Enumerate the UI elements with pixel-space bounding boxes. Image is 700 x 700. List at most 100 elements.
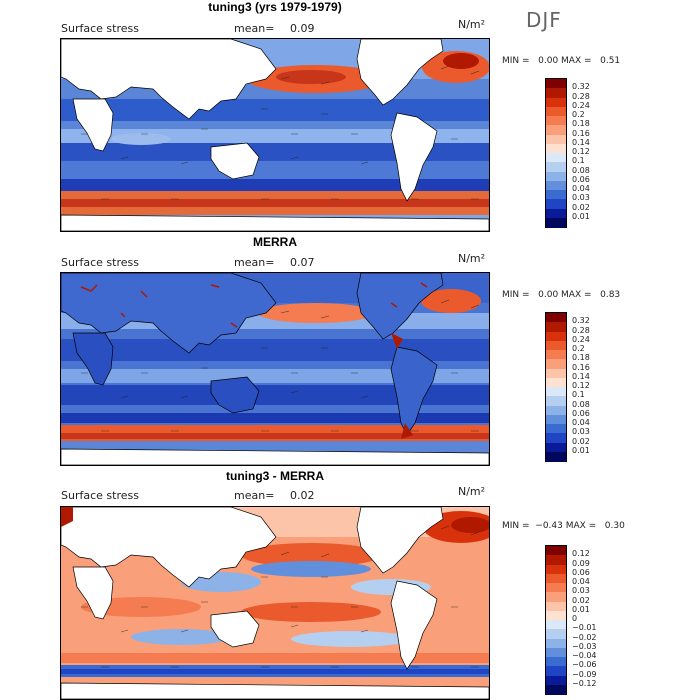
panel-3-field-label: Surface stress [61,489,139,502]
colorbar-tick-label: 0.01 [572,604,590,614]
colorbar-tick-label: 0.01 [572,445,590,455]
colorbar-swatch [546,153,566,163]
colorbar-swatch [546,208,566,219]
colorbar-tick-label: −0.04 [572,651,597,660]
panel-1-title: tuning3 (yrs 1979-1979) [208,0,342,14]
colorbar-tick-label: 0.03 [572,586,590,596]
panel-3-colorbar [545,545,567,695]
colorbar-swatch [546,629,566,639]
colorbar-tick-label: −0.06 [572,660,597,670]
colorbar-swatch [546,180,566,191]
colorbar-tick-label: 0.14 [572,371,590,381]
panel-1-colorbar [545,78,567,228]
colorbar-tick-label: 0.16 [572,128,590,138]
colorbar-tick-label: 0.04 [572,184,590,193]
panel-2-units: N/m² [458,252,486,265]
colorbar-tick-label: 0.01 [572,211,590,221]
panel-3-colorbar-labels: 0.12 0.09 0.06 0.04 0.03 0.02 0.01 0 −0.01 −0.02−… [572,545,612,695]
colorbar-swatch [546,125,566,135]
colorbar-tick-label: 0.32 [572,82,590,92]
colorbar-swatch [546,134,566,145]
colorbar-swatch [546,106,566,117]
panel-3-minmax: MIN = −0.43 MAX = 0.30 [502,521,625,531]
colorbar-tick-label: 0.08 [572,165,590,175]
panel-1-map [60,38,490,232]
colorbar-swatch [546,313,566,323]
colorbar-tick-label: 0.12 [572,381,590,390]
colorbar-tick-label: 0.18 [572,119,590,129]
colorbar-tick-label: 0.18 [572,353,590,363]
colorbar-swatch [546,162,566,172]
panel-2-map-svg [61,273,489,465]
colorbar-swatch [546,573,566,584]
panel-2-colorbar-labels: 0.32 0.28 0.24 0.2 0.18 0.16 0.14 0.12 0.1 0.08 0.… [572,312,612,462]
colorbar-swatch [546,387,566,397]
colorbar-swatch [546,199,566,209]
panel-2-field-label: Surface stress [61,256,139,269]
colorbar-tick-label: 0.04 [572,577,590,586]
colorbar-swatch [546,405,566,416]
panel-2-minmax: MIN = 0.00 MAX = 0.83 [502,290,621,300]
colorbar-swatch [546,442,566,453]
panel-1-units: N/m² [458,18,486,31]
colorbar-tick-label: 0.09 [572,558,590,568]
colorbar-tick-label: 0.1 [572,390,585,400]
panel-3-map-svg [61,507,489,699]
panel-3-map [60,506,490,700]
colorbar-swatch [546,620,566,630]
colorbar-swatch [546,190,566,200]
colorbar-swatch [546,424,566,434]
colorbar-tick-label: 0.24 [572,334,590,344]
colorbar-swatch [546,368,566,379]
colorbar-swatch [546,610,566,621]
colorbar-swatch [546,116,566,126]
colorbar-swatch [546,88,566,98]
panel-3-mean-value: 0.02 [290,489,315,502]
panel-1-mean-label: mean= [234,22,275,35]
colorbar-swatch [546,657,566,667]
panel-3-title: tuning3 - MERRA [226,469,324,483]
colorbar-tick-label: 0.2 [572,110,585,119]
panel-2-mean-label: mean= [234,256,275,269]
colorbar-tick-label: 0.28 [572,325,590,335]
colorbar-swatch [546,396,566,406]
colorbar-tick-label: 0.02 [572,202,590,212]
panel-1-mean-value: 0.09 [290,22,315,35]
colorbar-swatch [546,564,566,575]
colorbar-swatch [546,675,566,686]
panel-3-units: N/m² [458,485,486,498]
colorbar-swatch [546,601,566,612]
colorbar-swatch [546,79,566,89]
colorbar-swatch [546,647,566,658]
colorbar-tick-label: −0.01 [572,623,597,633]
panel-1-colorbar-labels: 0.32 0.28 0.24 0.2 0.18 0.16 0.14 0.12 0.1 0.08 0.… [572,78,612,228]
panel-2-colorbar [545,312,567,462]
colorbar-swatch [546,331,566,342]
colorbar-tick-label: 0.06 [572,567,590,577]
colorbar-swatch [546,359,566,369]
colorbar-swatch [546,546,566,556]
colorbar-tick-label: 0.03 [572,427,590,437]
colorbar-tick-label: 0 [572,614,578,623]
colorbar-tick-label: 0.03 [572,193,590,203]
colorbar-swatch [546,97,566,108]
colorbar-swatch [546,684,566,695]
panel-1-field-label: Surface stress [61,22,139,35]
colorbar-swatch [546,414,566,425]
colorbar-tick-label: 0.08 [572,399,590,409]
colorbar-tick-label: 0.1 [572,156,585,166]
colorbar-swatch [546,433,566,443]
colorbar-tick-label: −0.03 [572,641,597,651]
colorbar-tick-label: 0.24 [572,100,590,110]
colorbar-tick-label: 0.06 [572,174,590,184]
colorbar-swatch [546,638,566,649]
panel-3-mean-label: mean= [234,489,275,502]
colorbar-tick-label: 0.12 [572,549,590,559]
colorbar-swatch [546,666,566,676]
colorbar-swatch [546,143,566,154]
panel-1-map-svg [61,39,489,231]
colorbar-tick-label: 0.14 [572,137,590,147]
colorbar-tick-label: 0.04 [572,418,590,427]
colorbar-tick-label: 0.06 [572,408,590,418]
colorbar-swatch [546,171,566,182]
